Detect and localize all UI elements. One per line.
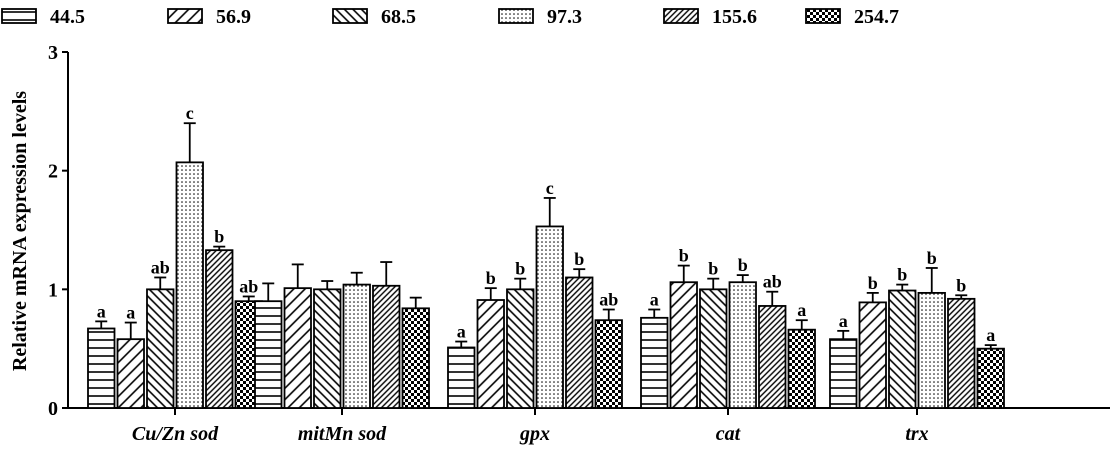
significance-label: a <box>457 322 466 342</box>
bar <box>476 299 505 409</box>
y-tick-label: 0 <box>48 398 58 420</box>
significance-label: c <box>186 103 194 123</box>
significance-label: a <box>986 325 995 345</box>
significance-label: a <box>839 311 848 331</box>
bar <box>447 346 476 409</box>
bar <box>829 338 858 409</box>
bar <box>699 288 728 409</box>
significance-label: b <box>486 268 496 288</box>
legend-label: 68.5 <box>381 6 416 28</box>
significance-label: b <box>679 246 689 266</box>
x-axis-labels: Cu/Zn sod mitMn sod gpx cat trx <box>132 423 929 445</box>
significance-label: b <box>738 255 748 275</box>
legend-swatch <box>167 8 203 24</box>
bar <box>401 307 430 409</box>
significance-label: b <box>956 275 966 295</box>
bar <box>594 319 623 409</box>
bar <box>87 327 116 409</box>
significance-label: a <box>797 300 806 320</box>
legend-label: 44.5 <box>50 6 85 28</box>
bar <box>565 276 594 409</box>
bar <box>888 289 917 409</box>
significance-label: b <box>897 265 907 285</box>
legend-swatch <box>1 8 37 24</box>
significance-label: c <box>546 178 554 198</box>
significance-label: ab <box>599 290 618 310</box>
bar <box>976 347 1005 409</box>
x-tick-label: gpx <box>519 423 550 445</box>
bar <box>313 288 342 409</box>
bar <box>506 288 535 409</box>
y-tick-label: 1 <box>48 279 58 301</box>
legend-swatch <box>805 8 841 24</box>
bar <box>787 328 816 409</box>
significance-label: b <box>574 249 584 269</box>
legend-label: 97.3 <box>547 6 582 28</box>
significance-label: b <box>214 227 224 247</box>
significance-label: b <box>868 273 878 293</box>
bar <box>146 288 175 409</box>
bar <box>283 287 312 409</box>
significance-label: a <box>126 303 135 323</box>
bar <box>116 338 145 409</box>
legend-swatch <box>498 8 534 24</box>
significance-label: a <box>650 290 659 310</box>
bar <box>254 300 283 409</box>
significance-label: ab <box>151 257 170 277</box>
legend-swatch <box>663 8 699 24</box>
legend-swatch <box>332 8 368 24</box>
significance-label: b <box>927 248 937 268</box>
legend-label: 155.6 <box>712 6 757 28</box>
y-tick-label: 2 <box>48 161 58 183</box>
significance-label: a <box>97 301 106 321</box>
significance-label: ab <box>763 272 782 292</box>
significance-label: b <box>515 259 525 279</box>
bar <box>669 281 698 409</box>
bar <box>535 225 564 409</box>
legend-label: 254.7 <box>854 6 899 28</box>
x-tick-label: cat <box>716 423 742 445</box>
significance-label: ab <box>239 276 258 296</box>
bar <box>342 283 371 409</box>
bar <box>175 161 204 409</box>
bar <box>947 297 976 409</box>
bar <box>640 316 669 409</box>
legend: 44.5 56.9 68.5 97.3 155.6 254.7 <box>1 6 899 28</box>
bar <box>728 281 757 409</box>
x-tick-label: mitMn sod <box>298 423 387 445</box>
bar <box>917 291 946 409</box>
x-tick-label: trx <box>905 423 928 445</box>
y-axis-label: Relative mRNA expression levels <box>9 91 31 371</box>
bar <box>372 284 401 409</box>
bar <box>858 301 887 409</box>
bar <box>758 305 787 409</box>
significance-label: b <box>708 259 718 279</box>
bar <box>205 249 234 409</box>
y-tick-label: 3 <box>48 42 58 64</box>
legend-label: 56.9 <box>216 6 251 28</box>
x-tick-label: Cu/Zn sod <box>132 423 219 445</box>
